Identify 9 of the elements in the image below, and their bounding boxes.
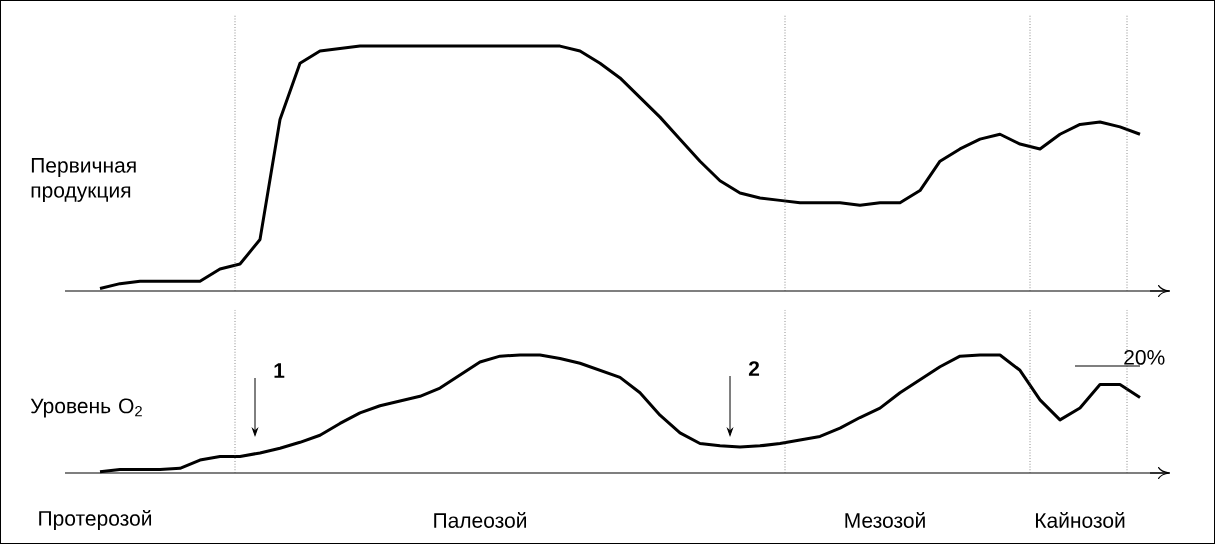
y-axis-title: Первичная продукция	[31, 158, 136, 202]
text: Мезозой	[845, 512, 925, 528]
text: Кайнозой	[1035, 512, 1125, 528]
text: Протерозой	[39, 510, 152, 530]
annotation: 1	[274, 363, 285, 378]
annotation: 20%	[1124, 349, 1165, 365]
annotation: 2	[748, 361, 760, 376]
y-axis-title: Уровень O$_{2}$	[30, 398, 142, 418]
text: Палеозой	[434, 512, 527, 528]
